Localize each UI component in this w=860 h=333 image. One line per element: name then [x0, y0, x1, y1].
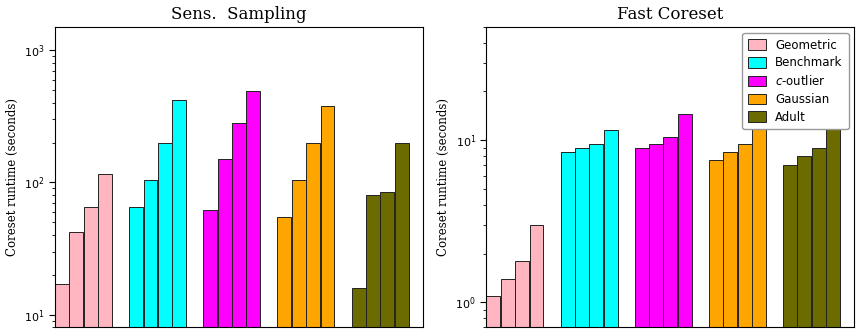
- Bar: [246, 91, 261, 333]
- Bar: [172, 100, 187, 333]
- Bar: [812, 148, 826, 333]
- Y-axis label: Coreset runtime (seconds): Coreset runtime (seconds): [437, 98, 450, 256]
- Bar: [530, 225, 544, 333]
- Bar: [395, 143, 408, 333]
- Bar: [352, 288, 365, 333]
- Bar: [589, 144, 604, 333]
- Y-axis label: Coreset runtime (seconds): Coreset runtime (seconds): [5, 98, 19, 256]
- Bar: [663, 137, 678, 333]
- Bar: [292, 179, 306, 333]
- Bar: [826, 125, 840, 333]
- Bar: [321, 106, 335, 333]
- Bar: [635, 148, 648, 333]
- Bar: [738, 144, 752, 333]
- Bar: [649, 144, 663, 333]
- Legend: Geometric, Benchmark, $c$-outlier, Gaussian, Adult: Geometric, Benchmark, $c$-outlier, Gauss…: [742, 33, 849, 130]
- Bar: [678, 114, 691, 333]
- Bar: [278, 217, 292, 333]
- Bar: [158, 143, 172, 333]
- Bar: [55, 284, 69, 333]
- Bar: [501, 279, 515, 333]
- Bar: [98, 174, 112, 333]
- Bar: [70, 232, 83, 333]
- Bar: [144, 179, 157, 333]
- Bar: [575, 148, 589, 333]
- Bar: [306, 143, 320, 333]
- Bar: [232, 123, 246, 333]
- Bar: [203, 210, 218, 333]
- Bar: [561, 152, 574, 333]
- Bar: [380, 192, 394, 333]
- Bar: [709, 161, 723, 333]
- Bar: [129, 207, 143, 333]
- Bar: [783, 165, 797, 333]
- Bar: [366, 195, 380, 333]
- Bar: [515, 261, 529, 333]
- Bar: [218, 159, 231, 333]
- Bar: [487, 296, 501, 333]
- Bar: [797, 156, 811, 333]
- Bar: [604, 130, 617, 333]
- Bar: [83, 207, 98, 333]
- Bar: [723, 152, 737, 333]
- Title: Sens.  Sampling: Sens. Sampling: [171, 6, 307, 23]
- Bar: [752, 122, 766, 333]
- Title: Fast Coreset: Fast Coreset: [617, 6, 723, 23]
